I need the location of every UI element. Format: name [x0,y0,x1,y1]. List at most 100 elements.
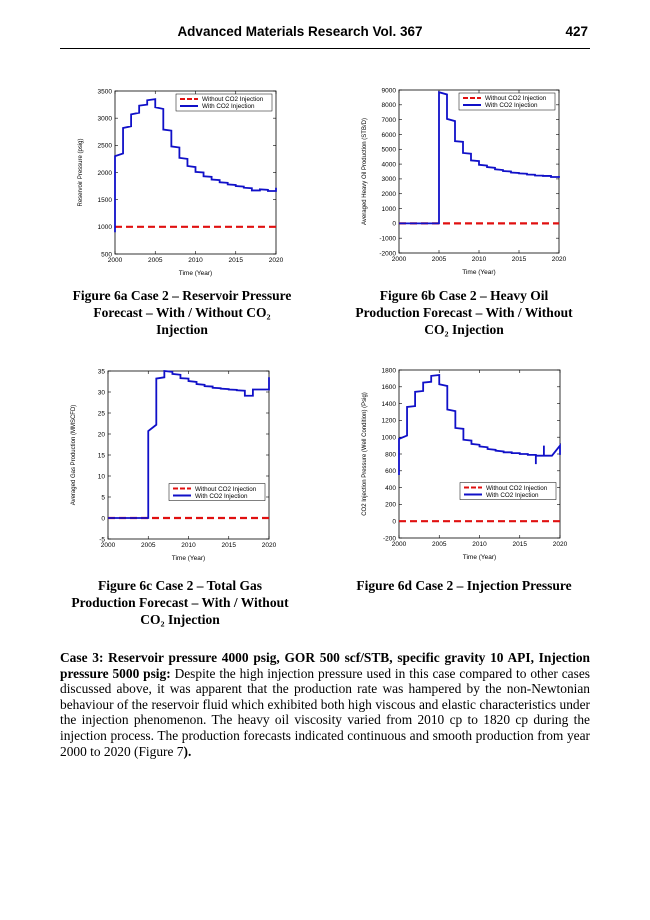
y-tick-label: 6000 [382,132,397,139]
y-tick-label: 1800 [382,367,397,374]
y-axis-label: Reservoir Pressure (psig) [78,138,84,206]
y-tick-label: 9000 [382,87,397,94]
x-tick-label: 2015 [222,542,237,549]
legend-box [458,92,556,111]
chart-svg: 2000 2005 2010 2015 2020 -2000 -1000 0 1000 2000 3… [362,87,567,276]
series-with-co2 [114,98,277,233]
x-tick-label: 2005 [148,257,163,264]
y-tick-label: -200 [383,535,396,542]
y-tick-label: 7000 [382,117,397,124]
y-tick-label: -2000 [379,250,396,257]
y-tick-label: 30 [98,389,106,396]
x-axis-label: Time (Year) [463,554,496,561]
x-tick-label: 2000 [392,256,407,263]
y-tick-label: 1000 [382,435,397,442]
journal-header: Advanced Materials Research Vol. 367 [177,24,423,39]
y-tick-label: 1400 [382,401,397,408]
legend-label: With CO2 Injection [195,493,248,500]
y-tick-label: 1500 [98,197,113,204]
figure-6c-chart: 2000 2005 2010 2015 2020 -5 0 5 10 15 20 25 30 35 Time… [60,363,281,578]
y-tick-label: 20 [98,431,106,438]
x-tick-label: 2015 [229,257,244,264]
x-tick-label: 2010 [181,542,196,549]
x-tick-label: 2000 [101,542,116,549]
header-rule [60,48,590,49]
x-tick-label: 2010 [472,541,487,548]
x-tick-label: 2020 [553,541,568,548]
x-tick-label: 2000 [108,257,123,264]
y-tick-label: 15 [98,452,106,459]
legend-label: With CO2 Injection [486,492,539,499]
y-tick-label: 3000 [382,176,397,183]
x-tick-label: 2020 [552,256,567,263]
y-tick-label: 8000 [382,102,397,109]
y-tick-label: 800 [385,451,396,458]
y-tick-label: 10 [98,473,106,480]
x-tick-label: 2010 [188,257,203,264]
y-tick-label: 2000 [98,170,113,177]
x-axis-label: Time (Year) [462,269,495,276]
figure-6d-caption: Figure 6d Case 2 – Injection Pressure [356,578,572,593]
y-tick-label: 35 [98,368,106,375]
x-tick-label: 2005 [141,542,156,549]
legend-label: With CO2 Injection [485,102,538,109]
y-tick-label: -1000 [379,235,396,242]
y-tick-label: 1600 [382,384,397,391]
x-tick-label: 2000 [392,541,407,548]
y-axis-label: CO2 Injection Pressure (Well Condition) … [362,392,368,516]
y-axis-label: Averaged Gas Production (MMSCFD) [71,405,77,506]
legend-box [168,483,266,501]
y-tick-label: 500 [101,251,112,258]
y-tick-label: 200 [385,502,396,509]
x-tick-label: 2020 [269,257,284,264]
case-3-body: Despite the high injection pressure used… [60,665,590,759]
x-tick-label: 2020 [262,542,277,549]
chart-svg: 2000 2005 2010 2015 2020 -5 0 5 10 15 20 25 30 35 Time… [71,368,277,562]
x-axis-label: Time (Year) [172,555,205,562]
figure-6b-chart: 2000 2005 2010 2015 2020 -2000 -1000 0 1000 2000 3… [351,82,571,292]
legend-label: Without CO2 Injection [195,486,257,493]
x-tick-label: 2010 [472,256,487,263]
y-tick-label: 2000 [382,191,397,198]
y-tick-label: 0 [392,221,396,228]
y-tick-label: -5 [99,536,105,543]
figure-6b-caption: Figure 6b Case 2 – Heavy Oil Production … [355,288,573,337]
x-axis-label: Time (Year) [179,270,212,277]
x-tick-label: 2015 [512,256,527,263]
legend-box [175,93,273,112]
chart-svg: 2000 2005 2010 2015 2020 500 1000 1500 2000 2500 3… [78,88,284,277]
series-with-co2 [399,91,560,225]
case-3-end: ). [183,743,192,759]
legend-label: With CO2 Injection [202,103,255,110]
y-tick-label: 1000 [382,206,397,213]
y-tick-label: 1000 [98,224,113,231]
plot-frame [398,89,560,254]
figure-6a-chart: 2000 2005 2010 2015 2020 500 1000 1500 2000 2500 3… [67,83,288,293]
page-number: 427 [565,24,588,39]
case-3-heading: Case 3: Reservoir pressure 4000 psig, GO… [60,650,590,681]
x-tick-label: 2005 [432,541,447,548]
y-tick-label: 5000 [382,147,397,154]
y-tick-label: 0 [101,515,105,522]
y-tick-label: 600 [385,468,396,475]
legend-box [459,482,557,500]
legend-label: Without CO2 Injection [202,96,264,103]
legend-label: Without CO2 Injection [486,485,548,492]
plot-frame [107,370,270,540]
x-tick-label: 2015 [513,541,528,548]
chart-svg: 2000 2005 2010 2015 2020 -200 0 200 400 600 800 100… [362,367,568,561]
series-with-co2 [108,370,270,519]
y-tick-label: 25 [98,410,106,417]
figure-6a-caption: Figure 6a Case 2 – Reservoir Pressure Fo… [72,288,292,337]
y-tick-label: 3500 [98,88,113,95]
case-3-paragraph: Case 3: Reservoir pressure 4000 psig, GO… [60,650,590,759]
y-tick-label: 400 [385,485,396,492]
y-tick-label: 4000 [382,161,397,168]
legend-label: Without CO2 Injection [485,95,547,102]
x-tick-label: 2005 [432,256,447,263]
y-tick-label: 5 [101,494,105,501]
y-axis-label: Averaged Heavy Oil Production (STB/D) [362,118,368,225]
